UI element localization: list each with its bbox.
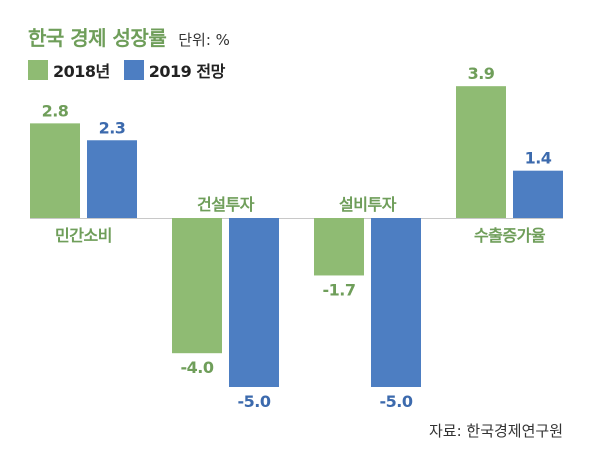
category-label-3: 수출증가율 (474, 226, 546, 245)
value-label-2019-2: -5.0 (380, 392, 413, 411)
category-label-0: 민간소비 (55, 226, 112, 245)
bar-2018-3 (456, 86, 506, 219)
legend-item-2018: 2018년 (28, 58, 110, 82)
value-label-2019-0: 2.3 (99, 118, 126, 137)
legend-label-2018: 2018년 (53, 62, 110, 81)
legend: 2018년 2019 전망 (28, 58, 225, 82)
bar-2019-1 (229, 218, 279, 387)
category-label-2: 설비투자 (339, 195, 397, 214)
value-label-2018-1: -4.0 (181, 358, 214, 377)
value-label-2019-1: -5.0 (238, 392, 271, 411)
legend-swatch-2019 (123, 60, 144, 80)
chart-header: 한국 경제 성장률 단위: % (28, 22, 230, 51)
legend-swatch-2018 (28, 60, 48, 80)
bar-2018-1 (172, 218, 222, 354)
value-label-2018-3: 3.9 (468, 64, 495, 83)
chart-title: 한국 경제 성장률 (28, 26, 167, 50)
value-label-2018-2: -1.7 (323, 280, 356, 299)
legend-item-2019: 2019 전망 (123, 58, 226, 82)
bar-2019-2 (371, 218, 421, 387)
value-label-2019-3: 1.4 (525, 149, 552, 168)
value-label-2018-0: 2.8 (42, 101, 69, 120)
bar-2018-0 (30, 123, 80, 218)
category-label-1: 건설투자 (197, 195, 255, 214)
unit-label: 단위: % (178, 31, 230, 49)
source-note: 자료: 한국경제연구원 (428, 422, 563, 440)
bar-2018-2 (314, 218, 364, 276)
legend-label-2019: 2019 전망 (148, 62, 226, 81)
bar-2019-3 (513, 170, 563, 218)
bar-2019-0 (87, 140, 137, 218)
